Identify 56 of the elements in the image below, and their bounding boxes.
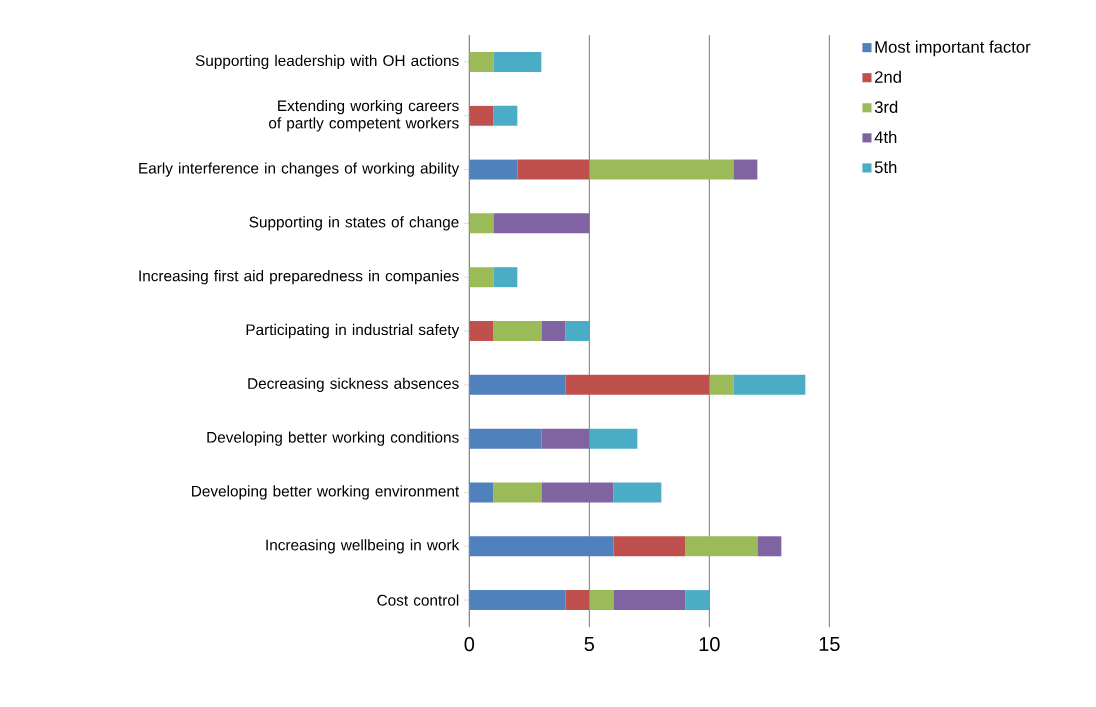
- bar: [733, 374, 806, 395]
- bar: [469, 159, 518, 180]
- bar: [469, 536, 614, 557]
- legend-label: 3rd: [874, 100, 898, 113]
- legend-label: 4th: [874, 130, 897, 144]
- legend-label: 5th: [874, 160, 897, 174]
- y-tick-label: Supporting leadership with OH actions: [195, 54, 459, 70]
- y-tick-label: Developing better working conditions: [207, 431, 459, 446]
- bar: [493, 482, 542, 503]
- y-tick-label: Early interference in changes of working ability: [139, 162, 460, 177]
- bar: [493, 213, 590, 234]
- bar: [469, 428, 542, 449]
- bar: [493, 267, 518, 288]
- bar: [517, 159, 590, 180]
- y-tick-label: Increasing first aid preparedness in companies: [139, 270, 459, 285]
- bar: [589, 428, 638, 449]
- bar: [493, 51, 542, 72]
- bar: [493, 105, 518, 126]
- y-tick-label: Decreasing sickness absences: [248, 377, 459, 392]
- bar: [613, 536, 686, 557]
- bar: [733, 159, 758, 180]
- bar: [469, 482, 494, 503]
- bar: [469, 321, 494, 341]
- y-tick-label: Increasing wellbeing in work: [266, 539, 460, 554]
- y-tick-label: Participating in industrial safety: [246, 323, 460, 339]
- bar: [613, 590, 686, 611]
- y-tick-label: Extending working careers of partly competent workers: [269, 99, 459, 132]
- bar: [469, 51, 494, 72]
- bar: [469, 374, 566, 395]
- y-tick-label: Developing better working environment: [192, 485, 460, 500]
- bar: [589, 590, 614, 611]
- x-tick-label: 10: [699, 637, 720, 652]
- legend-label: 2nd: [875, 70, 901, 83]
- bar: [541, 428, 590, 449]
- bar: [565, 590, 590, 611]
- bar: [541, 321, 566, 341]
- x-tick-label: 5: [584, 637, 595, 651]
- bar: [469, 267, 494, 288]
- bar: [685, 590, 710, 611]
- bar: [541, 482, 614, 503]
- bar: [565, 374, 710, 395]
- y-tick-label: Supporting in states of change: [249, 216, 459, 231]
- x-tick-label: 15: [819, 637, 840, 651]
- x-tick-label: 0: [464, 637, 475, 652]
- bar: [469, 213, 494, 234]
- bar: [685, 536, 758, 557]
- bar: [469, 590, 566, 611]
- bar: [613, 482, 662, 503]
- bar: [589, 159, 734, 180]
- bar: [709, 374, 734, 395]
- bar: [565, 321, 590, 341]
- bar: [469, 105, 494, 126]
- legend-label: Most important factor: [875, 40, 1031, 57]
- bar: [757, 536, 782, 557]
- bar: [493, 321, 542, 341]
- y-tick-label: Cost control: [377, 594, 459, 606]
